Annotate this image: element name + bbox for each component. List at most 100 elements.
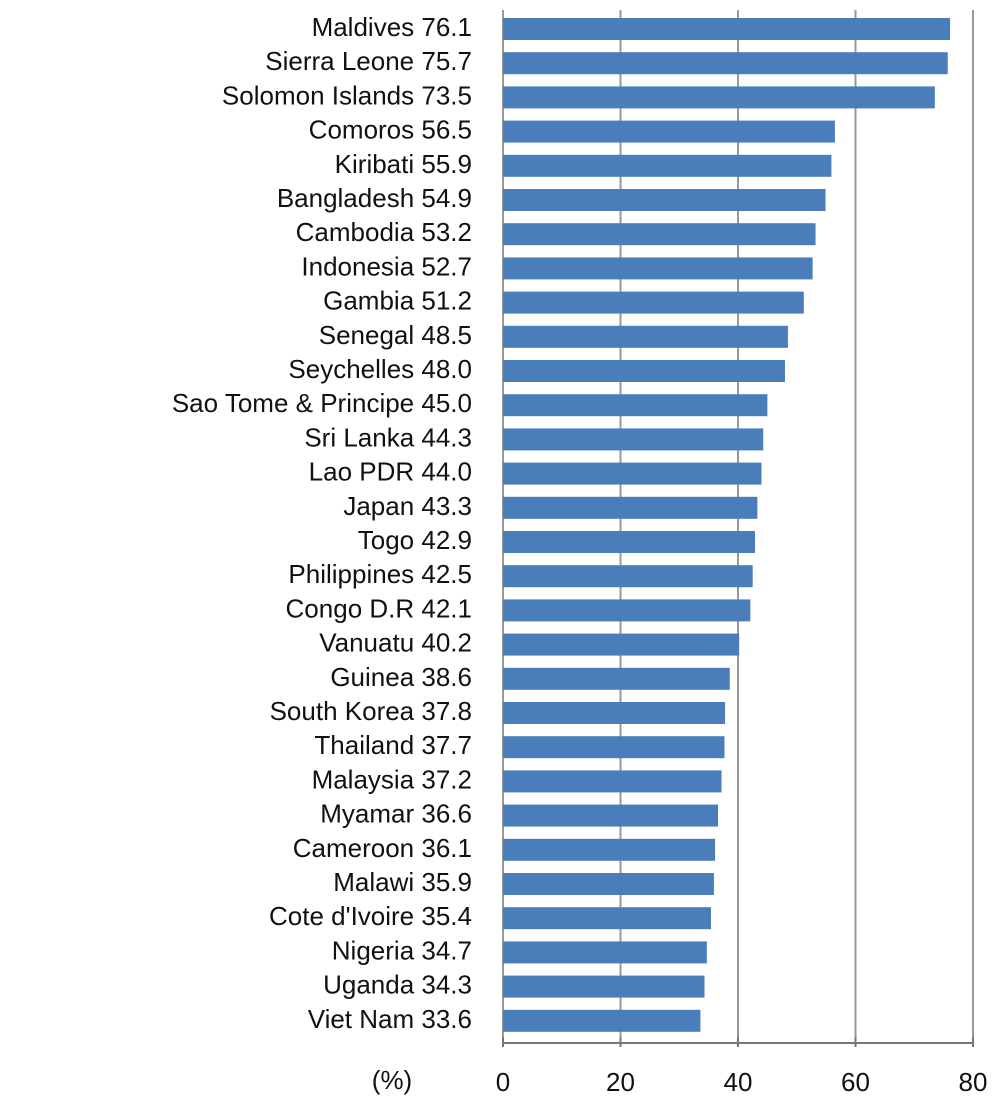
category-name: Lao PDR [309,456,415,486]
category-name: Togo [358,525,414,555]
value-label: 38.6 [421,662,472,692]
category-label: Comoros 56.5 [309,114,472,144]
bar [503,565,753,588]
category-label: Cameroon 36.1 [293,833,472,863]
value-label: 36.6 [421,798,472,828]
bar [503,52,948,75]
value-label: 76.1 [421,12,472,42]
value-label: 51.2 [421,285,472,315]
value-label: 33.6 [421,1004,472,1034]
x-tick-label: 80 [959,1067,988,1097]
value-label: 42.1 [421,593,472,623]
x-tick-label: 20 [606,1067,635,1097]
bar [503,360,785,382]
bar [503,428,764,451]
value-label: 42.9 [421,525,472,555]
category-label: Viet Nam 33.6 [308,1004,472,1034]
x-axis-label: (%) [372,1065,412,1095]
value-label: 56.5 [421,114,472,144]
value-label: 34.7 [421,935,472,965]
category-label: Lao PDR 44.0 [309,456,472,486]
x-tick-label: 0 [496,1067,510,1097]
bar [503,257,813,280]
value-label: 53.2 [421,217,472,247]
value-label: 37.8 [421,696,472,726]
bar [503,975,705,998]
category-label: Vanuatu 40.2 [319,627,472,657]
bar [503,325,788,348]
bar [503,189,826,211]
category-label: Seychelles 48.0 [288,354,472,384]
bar [503,18,951,40]
bar [503,394,768,417]
x-tick-label: 60 [841,1067,870,1097]
value-label: 55.9 [421,149,472,179]
category-label: Bangladesh 54.9 [277,183,472,213]
category-name: Senegal [319,320,414,350]
category-name: Sao Tome & Principe [172,388,414,418]
category-name: Philippines [288,559,414,589]
bar [503,120,835,143]
value-label: 48.0 [421,354,472,384]
category-name: Vanuatu [319,627,414,657]
category-name: Viet Nam [308,1004,414,1034]
bar [503,1009,701,1032]
category-label: Cambodia 53.2 [296,217,472,247]
category-label: Congo D.R 42.1 [286,593,472,623]
category-name: Uganda [323,969,415,999]
category-label: Malaysia 37.2 [312,764,472,794]
bar [503,223,816,246]
category-label: Japan 43.3 [343,491,472,521]
category-name: Comoros [309,114,414,144]
bar [503,496,758,519]
bar [503,462,762,485]
x-tick-label: 40 [724,1067,753,1097]
category-label: Senegal 48.5 [319,320,472,350]
category-name: Sri Lanka [304,422,414,452]
bar [503,599,751,622]
bar [503,667,730,690]
category-name: Gambia [323,285,415,315]
category-label: Guinea 38.6 [330,662,472,692]
value-label: 45.0 [421,388,472,418]
category-name: Bangladesh [277,183,414,213]
category-label: Cote d'Ivoire 35.4 [269,901,472,931]
category-name: Japan [343,491,414,521]
value-label: 42.5 [421,559,472,589]
bar [503,531,756,553]
category-name: Solomon Islands [222,80,414,110]
category-label: South Korea 37.8 [270,696,472,726]
category-name: Cote d'Ivoire [269,901,414,931]
category-label: Sierra Leone 75.7 [265,46,472,76]
category-label: Solomon Islands 73.5 [222,80,472,110]
category-name: Cameroon [293,833,414,863]
bar [503,941,707,964]
category-name: Malawi [333,867,414,897]
category-label: Philippines 42.5 [288,559,472,589]
category-label: Myamar 36.6 [320,798,472,828]
category-label: Sao Tome & Principe 45.0 [172,388,472,418]
category-name: Malaysia [312,764,415,794]
category-name: Maldives [312,12,415,42]
category-name: Myamar [320,798,414,828]
bar [503,804,719,827]
bar [503,291,804,314]
category-name: Cambodia [296,217,415,247]
value-label: 34.3 [421,969,472,999]
value-label: 37.2 [421,764,472,794]
value-label: 35.4 [421,901,472,931]
category-label: Togo 42.9 [358,525,472,555]
bar [503,154,832,177]
bar [503,873,714,895]
category-label: Thailand 37.7 [314,730,472,760]
value-label: 73.5 [421,80,472,110]
category-label: Nigeria 34.7 [332,935,472,965]
category-name: Seychelles [288,354,414,384]
value-label: 52.7 [421,251,472,281]
category-label: Indonesia 52.7 [301,251,472,281]
bar [503,736,725,759]
category-name: Indonesia [301,251,414,281]
category-label: Maldives 76.1 [312,12,472,42]
value-label: 36.1 [421,833,472,863]
